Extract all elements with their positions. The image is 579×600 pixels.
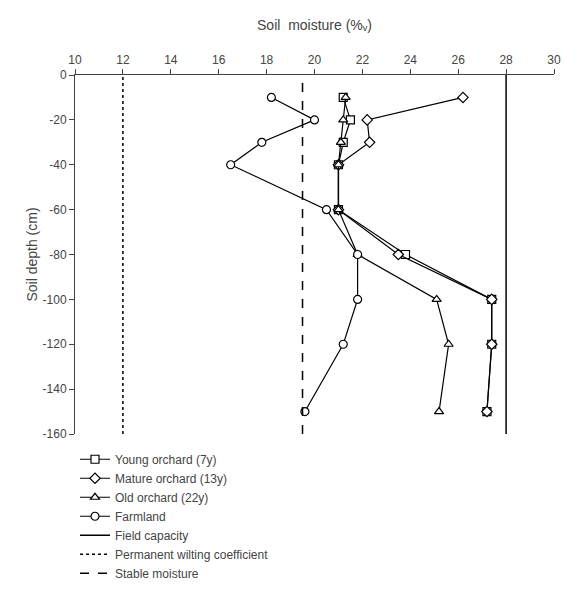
svg-text:Farmland: Farmland xyxy=(115,510,166,524)
svg-text:18: 18 xyxy=(260,53,274,67)
svg-text:Soil depth (cm): Soil depth (cm) xyxy=(24,207,40,301)
svg-text:-20: -20 xyxy=(49,113,67,127)
svg-text:-40: -40 xyxy=(49,158,67,172)
svg-text:16: 16 xyxy=(212,53,226,67)
svg-text:12: 12 xyxy=(116,53,130,67)
svg-text:Young orchard (7y): Young orchard (7y) xyxy=(115,453,217,467)
svg-text:Permanent wilting coefficient: Permanent wilting coefficient xyxy=(115,548,268,562)
svg-text:10: 10 xyxy=(68,53,82,67)
svg-text:Old orchard (22y): Old orchard (22y) xyxy=(115,491,208,505)
svg-text:26: 26 xyxy=(452,53,466,67)
svg-text:-100: -100 xyxy=(43,293,67,307)
svg-text:Field capacity: Field capacity xyxy=(115,529,188,543)
svg-text:14: 14 xyxy=(164,53,178,67)
svg-text:-160: -160 xyxy=(43,427,67,441)
svg-text:-60: -60 xyxy=(49,203,67,217)
svg-text:Stable moisture: Stable moisture xyxy=(115,567,199,581)
svg-text:-120: -120 xyxy=(43,337,67,351)
svg-text:24: 24 xyxy=(404,53,418,67)
svg-text:Mature orchard (13y): Mature orchard (13y) xyxy=(115,472,227,486)
svg-text:0: 0 xyxy=(60,68,67,82)
svg-text:22: 22 xyxy=(356,53,370,67)
svg-text:Soil moisture (%ᵥ): Soil moisture (%ᵥ) xyxy=(257,17,372,33)
svg-text:-140: -140 xyxy=(43,382,67,396)
svg-text:-80: -80 xyxy=(49,248,67,262)
svg-text:20: 20 xyxy=(308,53,322,67)
svg-text:28: 28 xyxy=(499,53,513,67)
svg-text:30: 30 xyxy=(547,53,561,67)
